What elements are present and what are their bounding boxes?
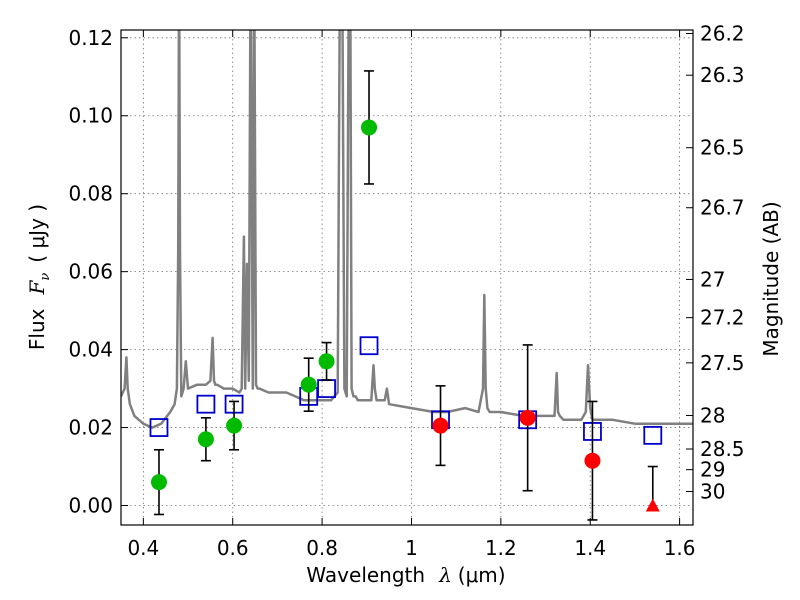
y-tick-label: 0.08 — [68, 182, 113, 206]
marker-layer — [149, 70, 663, 521]
x-tick-label: 1.2 — [485, 536, 517, 560]
model-photometry-point — [359, 336, 379, 356]
y2-tick-label: 30 — [700, 479, 725, 503]
y2-tick-label: 29 — [700, 458, 725, 482]
y2-tick-label: 27 — [700, 267, 725, 291]
grid — [121, 30, 693, 525]
observed-point — [318, 353, 335, 370]
upper-limit-point — [645, 498, 660, 512]
observed-point — [519, 409, 536, 426]
y-axis-label-subscript: ν — [38, 273, 53, 281]
plot-background — [121, 30, 693, 525]
y-tick-label: 0.02 — [68, 416, 113, 440]
y-tick-label: 0.10 — [68, 104, 113, 128]
plot-frame — [120, 29, 694, 526]
y-tick-label: 0.12 — [68, 26, 113, 50]
y2-axis-label: Magnitude (AB) — [759, 201, 783, 356]
observed-point — [150, 474, 167, 491]
model-photometry-point — [149, 418, 169, 437]
model-photometry-point — [196, 394, 216, 414]
y-axis-label-symbol: F — [25, 280, 49, 296]
model-photometry-point — [643, 425, 663, 445]
y2-tick-label: 27.2 — [700, 306, 745, 330]
y-axis-label: Flux Fν ( μJy ) — [25, 204, 53, 350]
y2-tick-label: 26.5 — [700, 136, 745, 160]
x-axis-label-symbol: λ — [438, 563, 452, 587]
y-axis-label-prefix: Flux — [25, 308, 49, 350]
x-tick-label: 0.8 — [306, 536, 338, 560]
y2-tick-label: 26.3 — [700, 63, 745, 87]
x-axis-label: Wavelength λ (μm) — [306, 563, 505, 587]
y-tick-label: 0.06 — [68, 260, 113, 284]
y2-tick-label: 28 — [700, 403, 725, 427]
y2-tick-label: 26.7 — [700, 196, 745, 220]
x-axis-label-prefix: Wavelength — [306, 563, 425, 587]
ticks: 0.4 0.6 0.8 1 1.2 1.4 1.6 0.00 0.02 0.04 0.06 0.08 0… — [68, 22, 744, 560]
x-tick-label: 1.6 — [664, 536, 696, 560]
x-tick-label: 1.4 — [574, 536, 606, 560]
x-tick-label: 0.4 — [127, 536, 159, 560]
model-sed-line — [121, 30, 693, 429]
data-layer — [121, 30, 693, 429]
observed-point — [300, 376, 317, 393]
y-tick-label: 0.00 — [68, 494, 113, 518]
y2-tick-label: 27.5 — [700, 351, 745, 375]
observed-point — [226, 417, 243, 434]
observed-point — [361, 119, 378, 136]
x-tick-label: 0.6 — [217, 536, 249, 560]
observed-point — [197, 431, 214, 448]
y2-tick-label: 28.5 — [700, 437, 745, 461]
x-axis-label-unit: (μm) — [458, 563, 506, 587]
observed-point — [584, 452, 601, 469]
y-axis-label-unit: ( μJy ) — [25, 204, 49, 263]
x-tick-label: 1 — [405, 536, 418, 560]
y2-tick-label: 26.2 — [700, 22, 745, 46]
observed-point — [432, 417, 449, 434]
y-tick-label: 0.04 — [68, 338, 113, 362]
